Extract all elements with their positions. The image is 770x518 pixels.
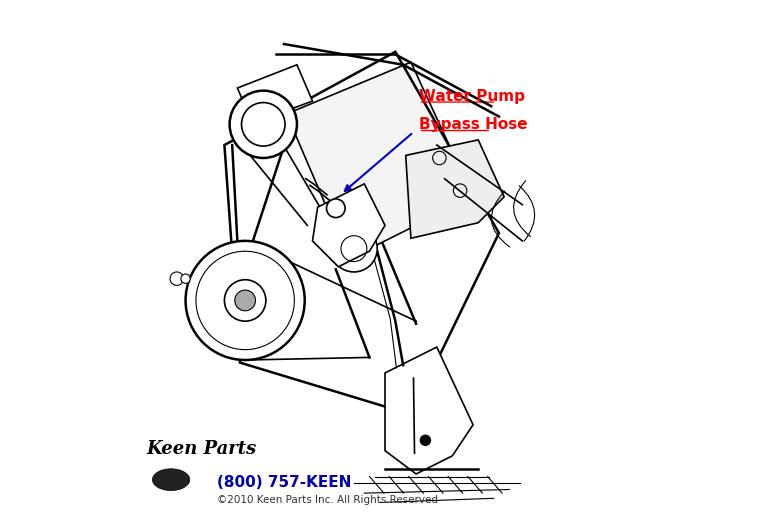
Text: Keen Parts: Keen Parts — [147, 440, 257, 458]
Polygon shape — [385, 347, 473, 474]
Circle shape — [229, 91, 297, 158]
Polygon shape — [406, 140, 504, 238]
Circle shape — [420, 435, 430, 445]
Circle shape — [326, 199, 345, 218]
Text: (800) 757-KEEN: (800) 757-KEEN — [216, 474, 351, 490]
Circle shape — [330, 225, 377, 272]
Polygon shape — [313, 184, 385, 267]
Circle shape — [235, 290, 256, 311]
Polygon shape — [286, 62, 473, 259]
Circle shape — [170, 272, 183, 285]
Circle shape — [186, 241, 305, 360]
Polygon shape — [237, 65, 313, 123]
Text: Bypass Hose: Bypass Hose — [419, 117, 527, 132]
Circle shape — [181, 274, 190, 283]
Text: ©2010 Keen Parts Inc. All Rights Reserved: ©2010 Keen Parts Inc. All Rights Reserve… — [216, 495, 437, 505]
Circle shape — [242, 103, 285, 146]
Ellipse shape — [152, 469, 189, 491]
Text: Water Pump: Water Pump — [419, 89, 530, 104]
Circle shape — [224, 280, 266, 321]
